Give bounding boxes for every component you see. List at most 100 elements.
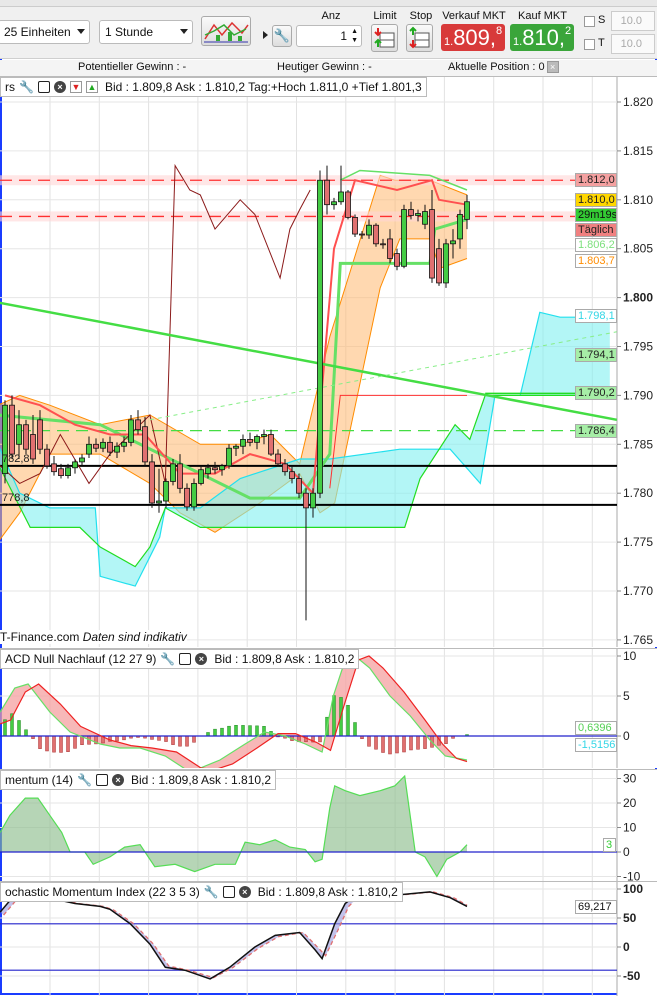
candle (240, 439, 246, 447)
stop-order-button[interactable] (406, 24, 433, 52)
histogram-bar (388, 735, 392, 755)
target-checkbox[interactable] (584, 39, 595, 50)
stepper-arrows-icon[interactable]: ▲ ▼ (351, 28, 358, 44)
buy-price-pip: 2 (565, 25, 572, 37)
candle (86, 443, 92, 455)
axis-tick-label: 30 (623, 772, 637, 786)
buy-market-button[interactable]: 1.810,2 (510, 24, 574, 51)
indicator-line (329, 394, 467, 489)
sell-price-main: 809, (453, 25, 497, 50)
instrument-name: rs (5, 80, 15, 94)
macd-panel[interactable]: 10 5 0 ACD Null Nachlauf (12 27 9) 🔧 × Bid : … (0, 648, 657, 768)
close-icon[interactable]: × (195, 653, 208, 665)
histogram-bar (234, 725, 238, 737)
candle (16, 424, 22, 445)
axis-tick-label: 1.770 (623, 584, 653, 598)
wrench-icon[interactable]: 🔧 (272, 25, 292, 47)
candle (338, 191, 344, 203)
quote-text: Bid : 1.809,8 Ask : 1.810,2 (130, 773, 272, 787)
candle (464, 201, 470, 220)
histogram-bar (381, 735, 385, 753)
axis-tick-label: -10 (623, 870, 641, 882)
close-position-icon[interactable]: × (546, 61, 559, 73)
histogram-bar (353, 722, 357, 737)
signal-line (0, 655, 468, 768)
stop-s-label: S (598, 14, 606, 26)
smi-band (0, 891, 467, 979)
histogram-bar (178, 735, 182, 747)
candle (30, 434, 36, 460)
candle (324, 179, 330, 206)
candle (275, 453, 281, 465)
close-icon[interactable]: × (111, 774, 124, 786)
momentum-value-tag: 3 (603, 838, 616, 852)
wrench-icon[interactable]: 🔧 (19, 80, 34, 94)
axis-tick-label: 10 (623, 821, 637, 835)
buy-label: Kauf MKT (518, 10, 567, 22)
axis-tick-label: 0 (623, 729, 630, 743)
close-icon[interactable]: × (238, 886, 251, 898)
axis-tick-label: 1.780 (623, 486, 653, 500)
axis-tick-label: 0 (623, 845, 630, 859)
candle (170, 463, 176, 482)
histogram-bar (318, 735, 322, 743)
wrench-icon[interactable]: 🔧 (203, 885, 219, 899)
axis-tick-label: 50 (623, 911, 637, 925)
stop-label: Stop (409, 10, 433, 22)
candle (156, 500, 162, 504)
t-distance-input[interactable]: 10.0 (611, 34, 655, 54)
interval-select[interactable]: 1 Stunde (99, 20, 193, 44)
arrow-down-icon[interactable]: ▼ (69, 81, 82, 93)
macd-signal-tag: -1,5156 (575, 738, 617, 752)
buy-price-main: 810, (522, 25, 566, 50)
price-chart[interactable]: 1.820 1.815 1.810 1.805 1.800 1.795 1.790 1.785… (0, 77, 657, 647)
expand-arrow-icon[interactable] (263, 31, 268, 39)
momentum-chart[interactable]: 30 20 10 0 -10 (0, 770, 657, 881)
axis-background (617, 770, 657, 881)
price-chart-panel[interactable]: 1.820 1.815 1.810 1.805 1.800 1.795 1.790 1.785… (0, 76, 657, 647)
s-distance-input[interactable]: 10.0 (611, 11, 655, 31)
arrow-up-icon[interactable]: ▲ (85, 81, 98, 93)
trend-line (149, 331, 617, 421)
macd-name: ACD Null Nachlauf (12 27 9) (5, 652, 157, 666)
axis-tick-label: 1.805 (623, 242, 653, 256)
wrench-icon[interactable]: 🔧 (77, 773, 92, 787)
candle (44, 448, 50, 467)
axis-tick-label: 1.775 (623, 535, 653, 549)
candle (366, 224, 372, 236)
chart-type-button[interactable] (201, 16, 251, 46)
units-select[interactable]: 25 Einheiten (0, 20, 90, 44)
macd-chart[interactable]: 10 5 0 (0, 649, 657, 768)
quantity-stepper[interactable]: 1 ▲ ▼ (296, 25, 362, 47)
axis-tick-label: 1.810 (623, 193, 653, 207)
candle (303, 492, 309, 509)
cloud-bottom-line (0, 394, 610, 568)
stop-checkbox[interactable] (584, 16, 595, 27)
window-icon[interactable] (222, 886, 235, 898)
indicator-line (4, 178, 468, 496)
price-tag: 1.812,0 (575, 173, 617, 187)
axis-tick-label: 100 (623, 882, 643, 896)
candle (359, 233, 365, 236)
wrench-icon[interactable]: 🔧 (160, 652, 176, 666)
close-icon[interactable]: × (53, 81, 66, 93)
limit-order-button[interactable] (371, 24, 398, 52)
axis-tick-label: 1.815 (623, 144, 653, 158)
candle (436, 248, 442, 284)
stop-order-icon (409, 26, 430, 49)
data-source-footer: T-Finance.com Daten sind indikativ (0, 630, 187, 644)
window-icon[interactable] (37, 81, 50, 93)
momentum-panel[interactable]: 30 20 10 0 -10 mentum (14) 🔧 × Bid : 1.809,8 As… (0, 769, 657, 881)
candle (219, 465, 225, 471)
quantity-value: 1 (340, 29, 347, 43)
sell-market-button[interactable]: 1.809,8 (441, 24, 505, 51)
quote-text: Bid : 1.809,8 Ask : 1.810,2 (214, 652, 355, 666)
histogram-bar (402, 735, 406, 753)
window-icon[interactable] (95, 774, 108, 786)
candle (268, 434, 274, 455)
histogram-bar (332, 695, 336, 737)
smi-legend: ochastic Momentum Index (22 3 5 3) 🔧 × Bid … (0, 882, 403, 902)
smi-panel[interactable]: 100 50 0 -50 ochastic Momentum Index (22 3 … (0, 881, 657, 996)
window-icon[interactable] (179, 653, 192, 665)
price-chart-legend: rs 🔧 × ▼ ▲ Bid : 1.809,8 Ask : 1.810,2 T… (0, 77, 427, 97)
